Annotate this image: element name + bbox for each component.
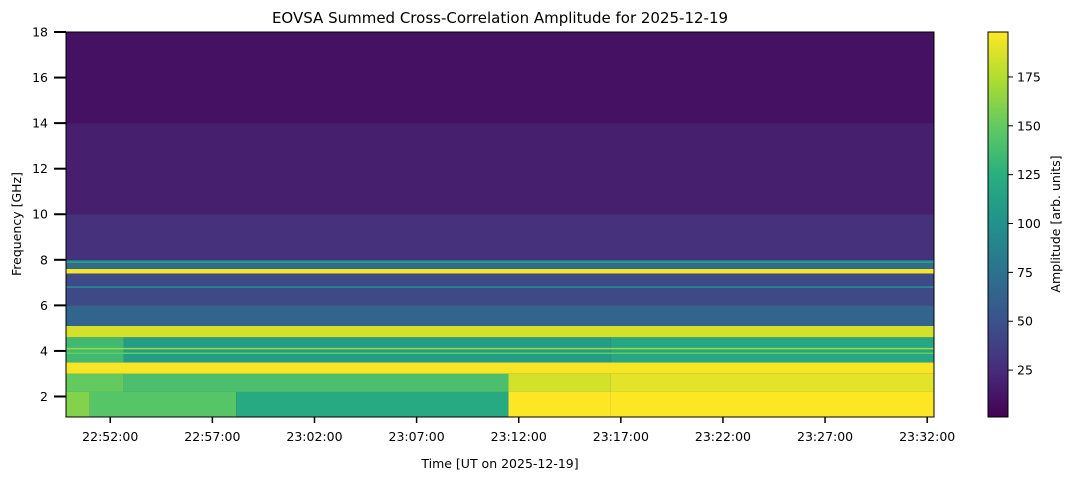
x-tick-label-2: 23:02:00	[286, 429, 342, 444]
colorbar-label: Amplitude [arb. units]	[1048, 155, 1063, 292]
heatmap-cell-0-1	[89, 391, 237, 417]
heatmap-cell-0-3	[508, 391, 611, 417]
heatmap-cell-7-0	[66, 268, 934, 274]
x-tick-label-4: 23:12:00	[491, 429, 547, 444]
x-axis-ticks: 22:52:00 22:57:00 23:02:00 23:07:00 23:12:00…	[82, 417, 955, 444]
plot-area	[66, 32, 934, 417]
heatmap-cell-10-0	[66, 123, 934, 215]
y-tick-label-1: 4	[40, 343, 48, 358]
y-tick-label-6: 14	[32, 116, 48, 131]
heatmap-cell-6-0	[66, 273, 934, 306]
colorbar-tick-label-2: 75	[1017, 265, 1033, 280]
heatmap-cell-1-2	[508, 373, 611, 392]
colorbar-ticks: 25 50 75 100 125 150 175	[1008, 69, 1041, 378]
colorbar	[987, 31, 1009, 418]
plot-frame	[65, 31, 935, 418]
y-axis-label: Frequency [GHz]	[9, 172, 24, 276]
heatmap-cell-3-1	[123, 337, 611, 363]
heatmap-cell-0-4	[610, 391, 934, 417]
heatmap-cell-1-3	[610, 373, 934, 392]
heatmap-cell-5-0	[66, 305, 934, 326]
x-tick-label-5: 23:17:00	[593, 429, 649, 444]
heatmap-cell-11-0	[66, 32, 934, 124]
heatmap-cell-9-0	[66, 214, 934, 260]
y-tick-label-4: 10	[32, 207, 48, 222]
y-tick-label-2: 6	[40, 298, 48, 313]
x-tick-label-6: 23:22:00	[695, 429, 751, 444]
heatmap-cell-0-0	[66, 391, 90, 417]
colorbar-tick-label-0: 25	[1017, 363, 1033, 378]
colorbar-tick-label-4: 125	[1017, 167, 1041, 182]
y-tick-label-8: 18	[32, 25, 48, 40]
y-tick-label-0: 2	[40, 389, 48, 404]
colorbar-tick-label-5: 150	[1017, 118, 1041, 133]
x-tick-label-3: 23:07:00	[389, 429, 445, 444]
y-tick-label-7: 16	[32, 70, 48, 85]
colorbar-tick-label-6: 175	[1017, 69, 1041, 84]
heatmap-cell-1-1	[123, 373, 509, 392]
colorbar-tick-label-1: 50	[1017, 314, 1033, 329]
x-tick-label-7: 23:27:00	[797, 429, 853, 444]
x-tick-label-8: 23:32:00	[899, 429, 955, 444]
y-tick-label-3: 8	[40, 252, 48, 267]
heatmap-cell-0-2	[236, 391, 509, 417]
heatmap-cell-1-0	[66, 373, 124, 392]
y-axis-ticks: 2 4 6 8 10 12 14 16 18	[32, 25, 66, 404]
heatmap-cell-2-0	[66, 362, 934, 374]
x-axis-label: Time [UT on 2025-12-19]	[420, 456, 578, 471]
heatmap-cell-8-0	[66, 259, 934, 269]
chart-title: EOVSA Summed Cross-Correlation Amplitude…	[272, 9, 728, 27]
x-tick-label-0: 22:52:00	[82, 429, 138, 444]
heatmap-cell-4-0	[66, 325, 934, 338]
heatmap-cell-3-2	[610, 337, 934, 363]
x-tick-label-1: 22:57:00	[184, 429, 240, 444]
colorbar-tick-label-3: 100	[1017, 216, 1041, 231]
y-tick-label-5: 12	[32, 161, 48, 176]
heatmap-cell-3-0	[66, 337, 124, 363]
